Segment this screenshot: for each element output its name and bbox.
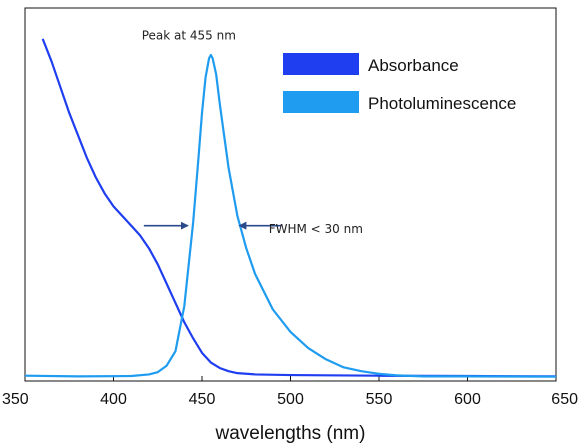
legend-label-photoluminescence: Photoluminescence [368,94,516,113]
x-axis-tick-labels: 350 400 450 500 550 600 650 [2,391,578,408]
x-axis-title: wavelengths (nm) [215,423,366,444]
x-tick-label: 500 [277,391,304,408]
legend-swatch-photoluminescence [283,91,359,113]
x-tick-label: 650 [551,391,578,408]
legend-label-absorbance: Absorbance [368,56,459,75]
x-tick-label: 450 [189,391,216,408]
series-line-absorbance [41,38,557,378]
annotation-fwhm: FWHM < 30 nm [269,222,363,236]
x-tick-label: 600 [454,391,481,408]
series-line-photoluminescence [24,53,557,378]
legend-swatch-absorbance [283,53,359,75]
x-tick-label: 550 [366,391,393,408]
annotation-peak: Peak at 455 nm [142,28,236,42]
x-tick-label: 400 [100,391,127,408]
x-tick-label: 350 [2,391,29,408]
legend: Absorbance Photoluminescence [283,53,516,113]
